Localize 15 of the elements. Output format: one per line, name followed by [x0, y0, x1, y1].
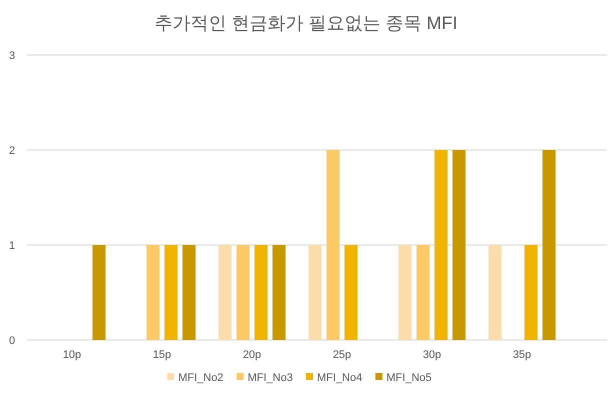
- x-tick-label: 30p: [422, 349, 442, 361]
- y-tick-label: 3: [8, 50, 16, 62]
- legend-label: MFI_No4: [317, 372, 362, 384]
- x-tick-label: 35p: [512, 349, 532, 361]
- chart-title: 추가적인 현금화가 필요없는 종목 MFI: [154, 13, 458, 33]
- x-tick-label: 10p: [62, 349, 82, 361]
- x-tick-label: 25p: [332, 349, 352, 361]
- x-tick-label: 20p: [242, 349, 262, 361]
- y-tick-label: 1: [8, 240, 16, 252]
- y-tick-label: 2: [8, 145, 16, 157]
- y-tick-label: 0: [8, 335, 16, 347]
- legend-label: MFI_No5: [386, 372, 432, 384]
- x-tick-label: 15p: [152, 349, 172, 361]
- legend-label: MFI_No2: [178, 372, 224, 384]
- legend-label: MFI_No3: [248, 372, 293, 384]
